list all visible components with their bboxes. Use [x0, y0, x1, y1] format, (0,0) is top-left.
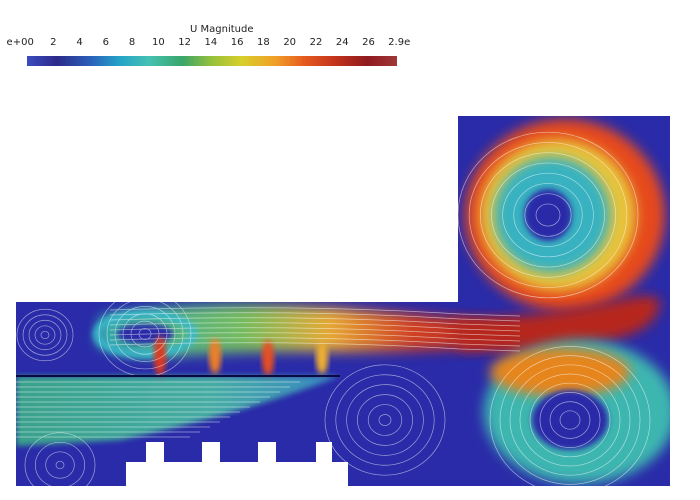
geometry-tooth — [146, 442, 164, 462]
color-legend-tick: 12 — [178, 37, 191, 48]
streamline — [346, 384, 424, 456]
streamline — [499, 355, 641, 485]
color-legend-tick: 26 — [362, 37, 375, 48]
geometry-base-block — [126, 462, 348, 486]
slot-jet-hotspot — [262, 340, 274, 376]
streamline — [529, 382, 611, 458]
streamline — [491, 162, 605, 268]
color-legend-tick: 6 — [102, 37, 109, 48]
streamline — [468, 141, 628, 289]
streamline — [109, 317, 521, 327]
streamline — [28, 319, 62, 351]
slot-jet-hotspot — [316, 342, 328, 374]
color-legend: U Magnitude e+00 2 4 6 8 10 12 14 16 18 … — [0, 0, 420, 80]
geometry-tooth — [316, 442, 332, 462]
inlet-channel-flow — [16, 376, 340, 446]
color-legend-tick: 4 — [76, 37, 83, 48]
streamline — [106, 298, 184, 370]
color-legend-tick: 2.9e — [388, 37, 411, 48]
streamline — [559, 410, 581, 430]
streamline — [109, 307, 521, 317]
streamline — [34, 325, 56, 345]
streamline — [367, 404, 403, 436]
color-legend-tick: 8 — [128, 37, 136, 48]
streamline — [109, 322, 521, 332]
streamline — [535, 203, 561, 227]
streamline — [34, 442, 86, 486]
streamline — [24, 432, 96, 486]
slot-jet-hotspot — [209, 338, 221, 374]
streamline — [457, 131, 639, 299]
right-upper-vortex-core — [524, 189, 572, 241]
streamline — [539, 392, 601, 448]
streamlines — [16, 131, 651, 486]
streamline — [109, 312, 521, 322]
streamline — [109, 332, 521, 342]
color-legend-tick: 16 — [230, 37, 244, 48]
color-legend-tick: 2 — [50, 37, 57, 48]
flow-domain — [16, 116, 670, 486]
streamline — [55, 460, 65, 470]
color-legend-ticks: e+00 2 4 6 8 10 12 14 16 18 20 22 24 26 … — [7, 37, 411, 49]
streamline — [109, 337, 521, 347]
streamline — [357, 394, 413, 446]
streamline — [502, 172, 594, 258]
streamline — [378, 414, 392, 426]
streamline — [122, 313, 168, 355]
streamline — [519, 373, 621, 467]
upper-jet-flow — [96, 304, 520, 357]
right-lower-vortex-core — [532, 390, 608, 450]
color-legend-tick: 20 — [283, 37, 297, 48]
color-legend-title: U Magnitude — [190, 24, 254, 35]
geometry-tooth — [258, 442, 276, 462]
streamline — [114, 306, 176, 362]
streamline — [479, 152, 617, 278]
color-legend-tick: 22 — [309, 37, 323, 48]
color-legend-bar — [27, 56, 397, 66]
streamline — [513, 183, 583, 247]
streamline — [335, 374, 435, 466]
color-legend-tick: 14 — [204, 37, 218, 48]
color-legend-tick: 10 — [151, 37, 165, 48]
streamline — [324, 364, 446, 476]
color-legend-tick: e+00 — [6, 37, 34, 48]
streamline — [509, 364, 631, 476]
color-legend-tick: 24 — [335, 37, 349, 48]
geometry-tooth — [202, 442, 220, 462]
streamline — [549, 401, 591, 439]
streamline — [16, 308, 74, 362]
streamline — [489, 346, 651, 486]
streamline — [524, 193, 572, 237]
streamline — [40, 330, 50, 340]
streamline — [45, 451, 75, 479]
streamline — [109, 327, 521, 337]
streamline — [22, 314, 68, 356]
right-chamber-jet — [450, 296, 660, 350]
streamline — [109, 342, 521, 352]
color-legend-tick: 18 — [257, 37, 270, 48]
